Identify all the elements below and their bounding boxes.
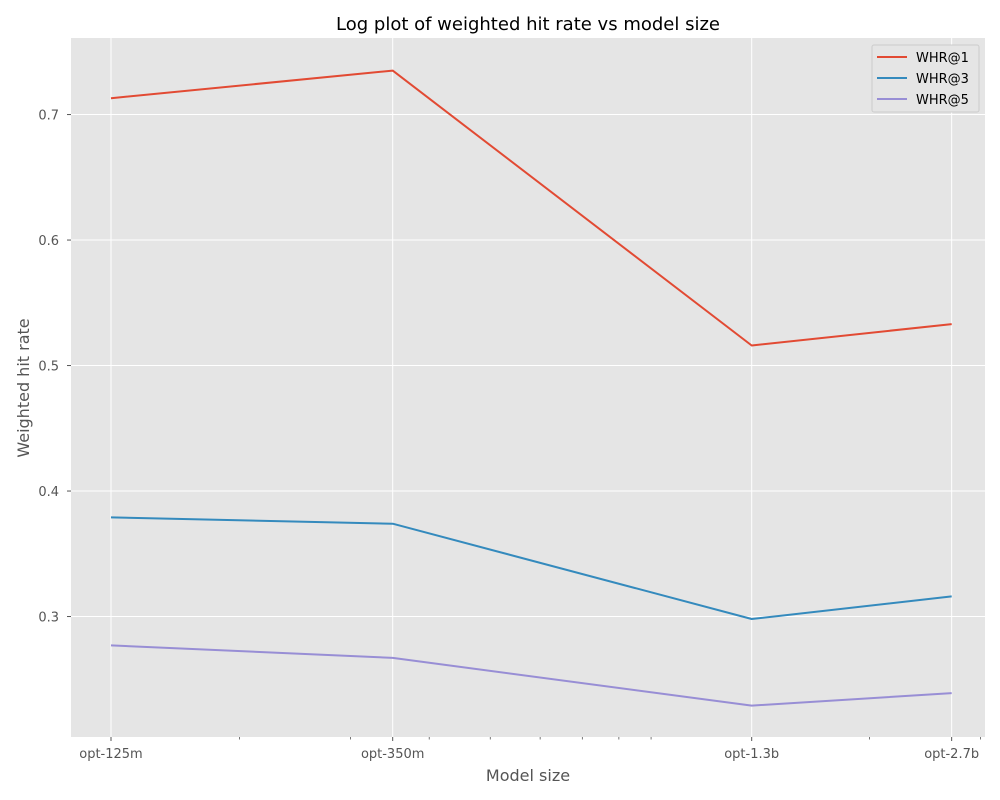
plot-area-background [71, 38, 985, 737]
legend: WHR@1 WHR@3 WHR@5 [871, 44, 980, 113]
y-tick-label: 0.7 [38, 109, 59, 124]
y-tick-label: 0.4 [38, 485, 59, 500]
y-axis-label: Weighted hit rate [14, 318, 33, 457]
y-tick-label: 0.5 [38, 360, 59, 375]
axis-ticks: 0.3 0.4 0.5 0.6 0.7 opt-125m opt-350m opt-1.3b o… [38, 109, 981, 762]
series-lines [110, 69, 952, 707]
x-tick-label: opt-125m [79, 747, 142, 762]
grid [71, 38, 985, 737]
series-line-whr1 [110, 69, 952, 347]
x-tick-label: opt-350m [361, 747, 424, 762]
y-tick-label: 0.6 [38, 234, 59, 249]
chart-title: Log plot of weighted hit rate vs model s… [336, 14, 720, 35]
x-tick-label: opt-1.3b [724, 747, 779, 762]
legend-box [871, 44, 980, 113]
x-tick-label: opt-2.7b [924, 747, 979, 762]
series-line-whr5 [110, 644, 952, 707]
x-axis-label: Model size [486, 766, 570, 785]
legend-label-whr1: WHR@1 [916, 51, 969, 66]
legend-label-whr5: WHR@5 [916, 93, 969, 108]
legend-label-whr3: WHR@3 [916, 72, 969, 87]
y-tick-label: 0.3 [38, 611, 59, 626]
series-line-whr3 [110, 516, 952, 620]
